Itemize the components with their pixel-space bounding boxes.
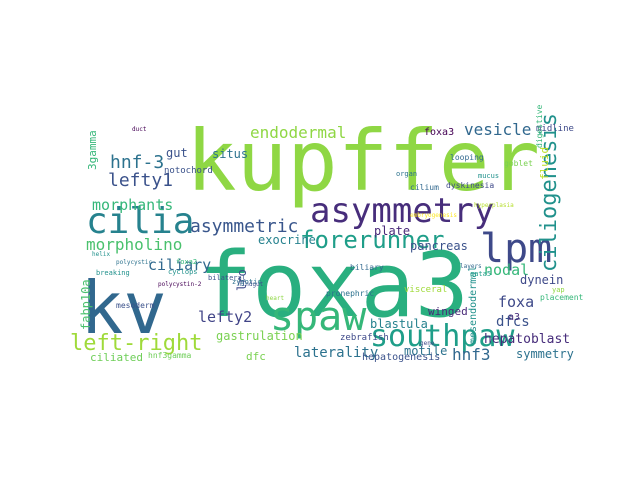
word-asymmetric: asymmetric xyxy=(190,216,298,237)
word-embryogenesis: embryogenesis xyxy=(410,212,457,219)
word-hyperplasia: hyperplasia xyxy=(474,202,514,209)
word-hnf3: hnf3 xyxy=(452,345,491,364)
word-polycystin-2: polycystin-2 xyxy=(158,281,202,288)
word-cilia: cilia xyxy=(86,201,194,242)
word-kv: kv xyxy=(80,266,167,350)
word-breaking: breaking xyxy=(96,269,130,277)
word-cilium: cilium xyxy=(410,183,439,192)
word-pancreas: pancreas xyxy=(410,239,468,253)
word-foxa3: foxa3 xyxy=(424,127,454,138)
word-a3: a3 xyxy=(508,312,520,323)
word-lpm: lpm xyxy=(480,226,552,272)
word-pronephric: pronephric xyxy=(326,289,374,298)
word-morpholino: morpholino xyxy=(86,235,182,254)
word-kupffer: kupffer xyxy=(186,112,540,210)
word-situs: situs xyxy=(212,147,248,161)
word-winged: winged xyxy=(428,305,468,318)
word-foxa3: foxa3 xyxy=(198,233,469,338)
word-plate: plate xyxy=(374,224,410,238)
word-yap: yap xyxy=(552,286,565,294)
word-organ: organ xyxy=(396,170,417,178)
word-asymmetry: asymmetry xyxy=(310,191,494,231)
word-gata5: gata5 xyxy=(470,270,491,278)
word-dfc: dfc xyxy=(246,350,266,363)
word-hepatogenesis: hepatogenesis xyxy=(362,352,440,363)
word-3gamma: 3gamma xyxy=(86,130,99,170)
word-hepatoblast: hepatoblast xyxy=(484,332,570,347)
word-zebrafish: zebrafish xyxy=(340,333,389,343)
word-spaw: spaw xyxy=(270,294,367,340)
word-exocrine: exocrine xyxy=(258,233,316,247)
word-southpaw: southpaw xyxy=(370,319,515,354)
word-visceral: visceral xyxy=(404,285,447,295)
word-left-right: left-right xyxy=(70,331,202,356)
word-hindgut: hindgut xyxy=(238,281,264,288)
word-dfcs: dfcs xyxy=(496,314,530,330)
word-ciliary: ciliary xyxy=(148,256,211,274)
word-forerunner: forerunner xyxy=(300,226,445,254)
word-helix: helix xyxy=(92,251,110,258)
word-gene: gene xyxy=(420,340,435,347)
word-morphants: morphants xyxy=(92,196,173,214)
word-nodal: nodal xyxy=(484,261,529,279)
word-digestive: digestive xyxy=(535,104,544,148)
word-hnf-3: hnf-3 xyxy=(110,152,164,173)
word-zygotic: zygotic xyxy=(232,278,262,286)
word-placement: placement xyxy=(540,293,584,302)
word-mucus: mucus xyxy=(478,172,499,180)
word-cyclops: cyclops xyxy=(168,268,198,276)
word-vesicle: vesicle xyxy=(464,120,531,139)
word-duct: duct xyxy=(132,126,147,133)
word-heart: heart xyxy=(266,295,284,302)
word-layers: layers xyxy=(460,263,482,270)
word-lefty1: lefty1 xyxy=(108,170,173,191)
word-symmetry: symmetry xyxy=(516,347,574,361)
word-dynein: dynein xyxy=(520,273,563,287)
word-blastula: blastula xyxy=(370,317,428,331)
word-ciliated: ciliated xyxy=(90,351,143,364)
word-notochord: notochord xyxy=(164,166,213,176)
word-fabp10a: fabp10a xyxy=(79,279,93,330)
word-hnf3gamma: hnf3gamma xyxy=(148,351,192,360)
word-biliary: biliary xyxy=(350,263,384,272)
word-dyskinesia: dyskinesia xyxy=(446,181,494,190)
word-bilateral: bilateral xyxy=(208,274,246,282)
word-midline: midline xyxy=(536,124,574,134)
word-motile: motile xyxy=(404,344,447,358)
word-fluid: fluid xyxy=(538,147,551,180)
word-foxa: foxa xyxy=(498,293,534,311)
word-lro: lro xyxy=(235,269,249,291)
word-ciliogenesis: ciliogenesis xyxy=(537,113,562,272)
word-polycystic: polycystic xyxy=(116,259,153,266)
word-gastrulation: gastrulation xyxy=(216,329,303,343)
word-goblet: goblet xyxy=(504,159,533,168)
word-mesendodermal: mesendodermal xyxy=(468,266,479,344)
word-lefty2: lefty2 xyxy=(198,308,252,326)
word-mesoderm: mesoderm xyxy=(116,301,155,310)
word-laterality: laterality xyxy=(294,345,378,361)
word-endodermal: endodermal xyxy=(250,123,346,142)
word-foxa2: foxa2 xyxy=(176,258,197,266)
word-looping: looping xyxy=(450,153,484,162)
word-gut: gut xyxy=(166,146,188,160)
